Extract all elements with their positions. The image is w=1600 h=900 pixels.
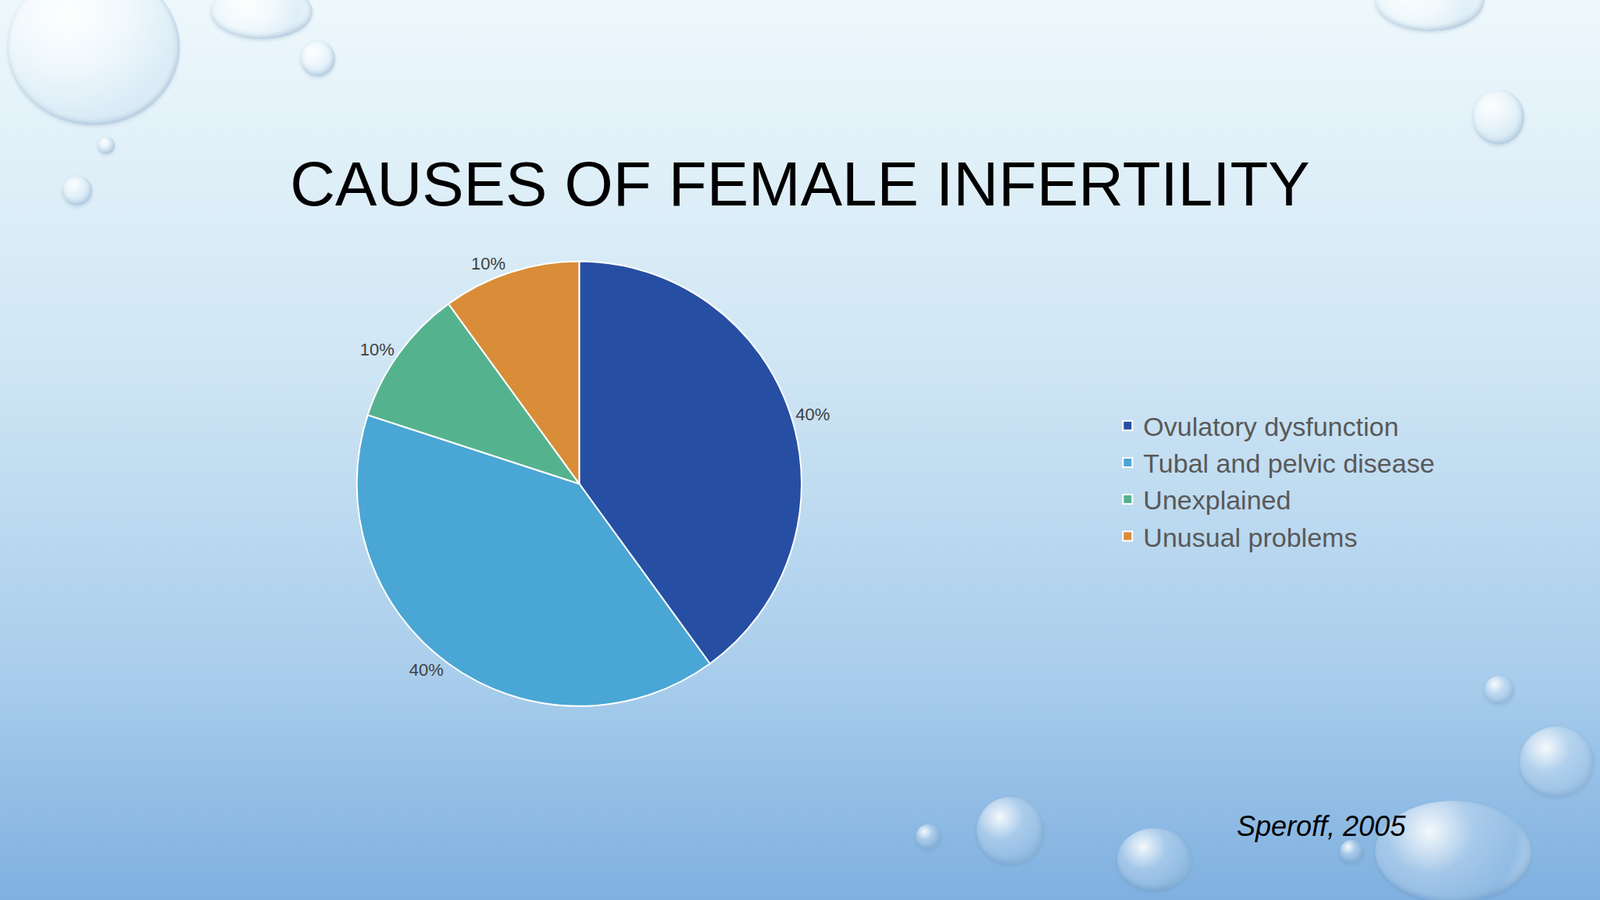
svg-text:10%: 10% xyxy=(360,339,395,360)
svg-text:40%: 40% xyxy=(409,660,444,680)
svg-text:Unexplained: Unexplained xyxy=(1142,485,1291,515)
svg-text:10%: 10% xyxy=(471,253,506,274)
svg-text:Unusual problems: Unusual problems xyxy=(1142,522,1358,553)
svg-text:40%: 40% xyxy=(795,404,830,425)
svg-text:Speroff, 2005: Speroff, 2005 xyxy=(1236,810,1407,843)
svg-text:CAUSES OF FEMALE INFERTILITY: CAUSES OF FEMALE INFERTILITY xyxy=(289,149,1310,219)
svg-text:Tubal and pelvic disease: Tubal and pelvic disease xyxy=(1142,448,1435,479)
svg-text:Ovulatory dysfunction: Ovulatory dysfunction xyxy=(1142,411,1399,442)
